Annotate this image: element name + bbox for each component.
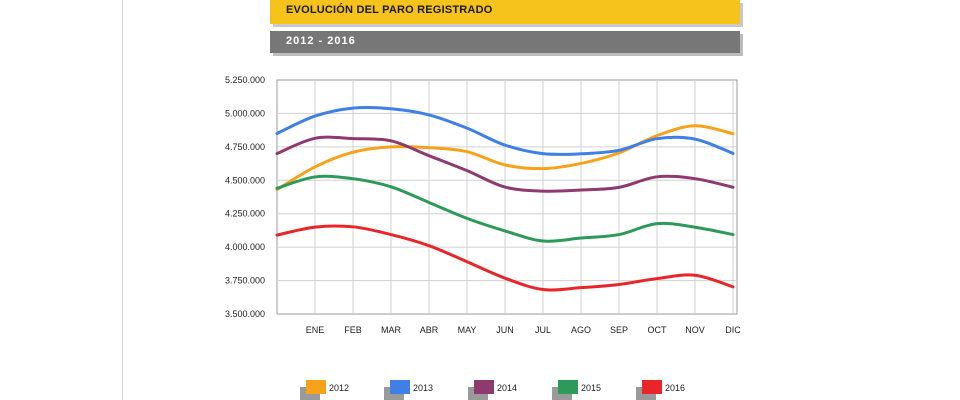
x-tick-label: AGO [571, 325, 591, 335]
legend-label-2016: 2016 [665, 383, 685, 393]
series-line-2013 [275, 105, 735, 157]
y-tick-label: 3.750.000 [225, 276, 265, 286]
x-tick-label: MAY [458, 325, 477, 335]
series-line-2015 [275, 174, 735, 243]
plot-area [276, 79, 738, 315]
x-tick-label: DIC [725, 325, 741, 335]
x-tick-label: FEB [344, 325, 362, 335]
x-tick-label: NOV [685, 325, 705, 335]
legend-swatch-2016 [642, 380, 662, 394]
x-tick-label: JUL [535, 325, 551, 335]
y-tick-label: 5.000.000 [225, 108, 265, 118]
page-left-rule [122, 0, 123, 400]
x-axis: ENE FEB MAR ABR MAY JUN JUL AGO SEP OCT NOV DIC [306, 325, 742, 335]
plot-border [276, 79, 738, 315]
x-tick-label: SEP [610, 325, 628, 335]
series-line-2012 [275, 124, 735, 192]
x-tick-label: OCT [648, 325, 668, 335]
chart-subtitle-banner: 2012 - 2016 [270, 31, 740, 53]
chart-title-banner: EVOLUCIÓN DEL PARO REGISTRADO [270, 0, 740, 24]
legend-swatch-2015 [558, 380, 578, 394]
y-tick-label: 4.750.000 [225, 142, 265, 152]
y-axis: 3.500.000 3.750.000 4.000.000 4.250.000 4.50… [225, 75, 265, 319]
legend-label-2013: 2013 [413, 383, 433, 393]
y-tick-label: 4.250.000 [225, 209, 265, 219]
chart-title: EVOLUCIÓN DEL PARO REGISTRADO [286, 4, 493, 16]
legend-label-2012: 2012 [329, 383, 349, 393]
chart-subtitle: 2012 - 2016 [286, 35, 356, 47]
legend-swatch-2014 [474, 380, 494, 394]
x-tick-label: ABR [420, 325, 439, 335]
legend-swatch-2013 [390, 380, 410, 394]
y-tick-label: 3.500.000 [225, 309, 265, 319]
y-tick-label: 5.250.000 [225, 75, 265, 85]
legend-swatch-2012 [306, 380, 326, 394]
x-tick-label: ENE [306, 325, 325, 335]
x-tick-label: JUN [496, 325, 514, 335]
y-tick-label: 4.500.000 [225, 175, 265, 185]
legend-label-2015: 2015 [581, 383, 601, 393]
series-lines [275, 105, 735, 292]
y-tick-label: 4.000.000 [225, 242, 265, 252]
legend: 2012 2013 2014 2015 2016 [300, 380, 685, 400]
legend-label-2014: 2014 [497, 383, 517, 393]
x-tick-label: MAR [381, 325, 402, 335]
series-line-2016 [275, 224, 735, 292]
grid-lines [277, 80, 737, 314]
series-line-2014 [275, 135, 735, 193]
